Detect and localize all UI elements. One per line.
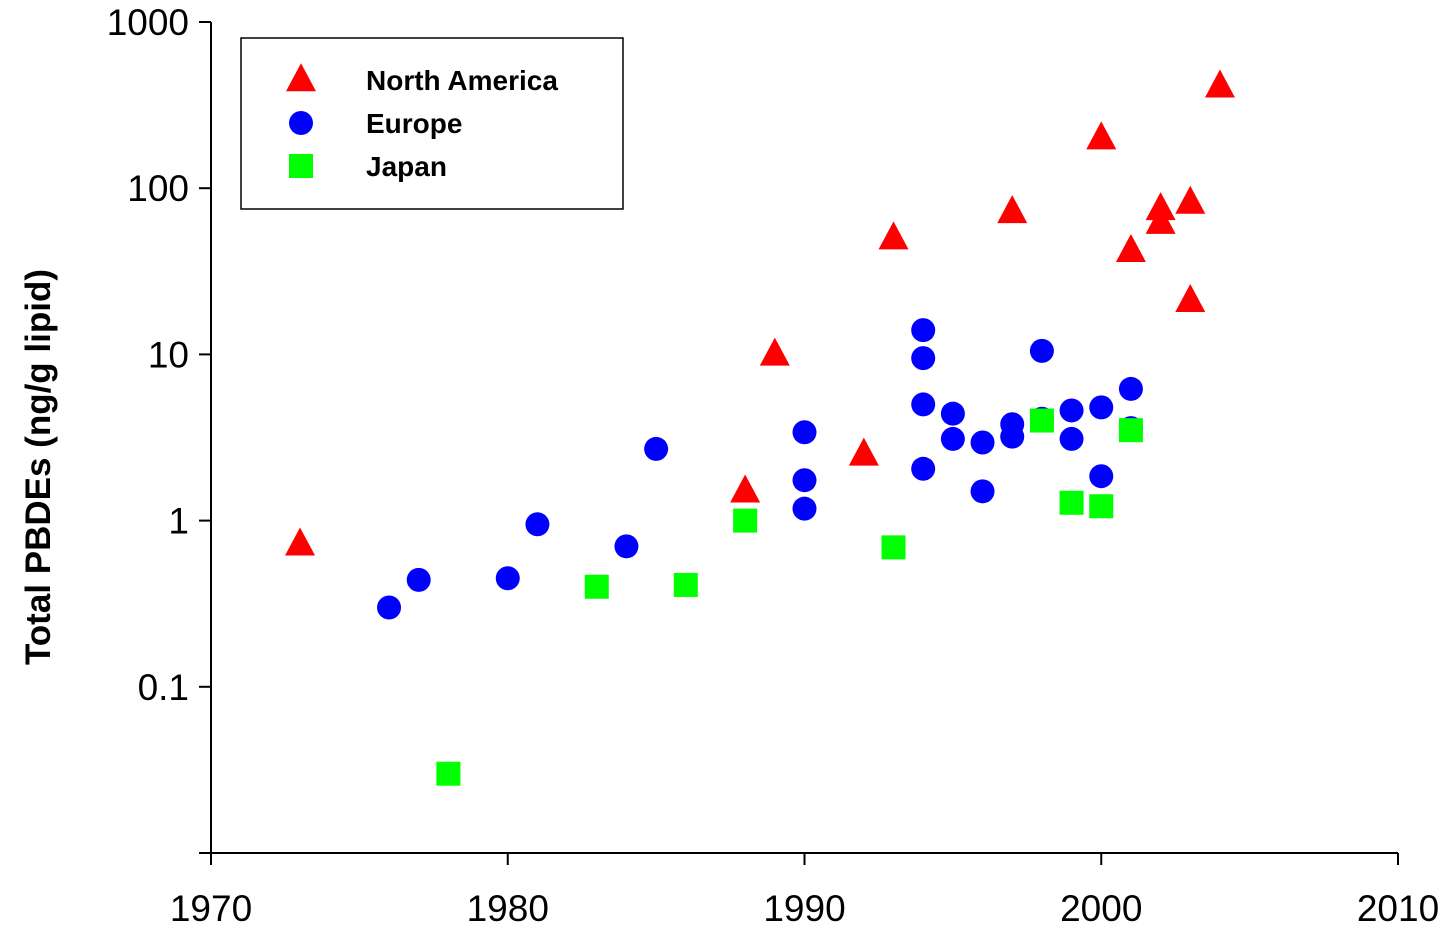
circle-point bbox=[525, 512, 550, 537]
x-tick-label: 1970 bbox=[170, 888, 252, 929]
square-point bbox=[1059, 490, 1084, 515]
circle-point bbox=[1059, 398, 1084, 423]
circle-point bbox=[495, 566, 520, 591]
triangle-point bbox=[1175, 284, 1206, 313]
legend-label: North America bbox=[366, 65, 558, 96]
legend-triangle-icon bbox=[286, 63, 316, 92]
triangle-point bbox=[1204, 69, 1235, 98]
y-tick-label: 1 bbox=[168, 501, 189, 542]
series-japan bbox=[436, 408, 1143, 786]
circle-point bbox=[911, 346, 936, 371]
circle-point bbox=[792, 496, 817, 521]
y-tick-label: 0.1 bbox=[138, 667, 189, 708]
circle-point bbox=[1089, 395, 1114, 420]
y-tick-label: 10 bbox=[148, 334, 189, 375]
legend-label: Europe bbox=[366, 108, 462, 139]
circle-point bbox=[1000, 424, 1025, 449]
circle-point bbox=[911, 318, 936, 343]
triangle-point bbox=[848, 437, 879, 466]
square-point bbox=[584, 574, 609, 599]
circle-point bbox=[1059, 426, 1084, 451]
circle-point bbox=[911, 456, 936, 481]
x-tick-label: 1980 bbox=[467, 888, 549, 929]
square-point bbox=[1089, 494, 1114, 519]
triangle-point bbox=[759, 337, 790, 366]
x-tick-label: 2010 bbox=[1357, 888, 1439, 929]
triangle-point bbox=[730, 474, 761, 503]
x-tick-label: 2000 bbox=[1060, 888, 1142, 929]
circle-point bbox=[970, 430, 995, 455]
circle-point bbox=[377, 595, 402, 620]
triangle-point bbox=[1086, 121, 1117, 150]
square-point bbox=[673, 572, 698, 597]
triangle-point bbox=[285, 527, 316, 556]
y-axis-title: Total PBDEs (ng/g lipid) bbox=[19, 269, 58, 665]
circle-point bbox=[911, 392, 936, 417]
circle-point bbox=[614, 534, 639, 559]
circle-point bbox=[1089, 464, 1114, 489]
circle-point bbox=[792, 420, 817, 445]
circle-point bbox=[406, 567, 431, 592]
circle-point bbox=[970, 479, 995, 504]
square-point bbox=[436, 761, 461, 786]
circle-point bbox=[1029, 338, 1054, 363]
square-point bbox=[1118, 418, 1143, 443]
data-points bbox=[285, 69, 1235, 786]
series-north-america bbox=[285, 69, 1235, 556]
legend-circle-icon bbox=[289, 111, 313, 135]
circle-point bbox=[644, 436, 669, 461]
square-point bbox=[881, 535, 906, 560]
square-point bbox=[733, 508, 758, 533]
circle-point bbox=[1118, 376, 1143, 401]
circle-point bbox=[792, 468, 817, 493]
triangle-point bbox=[1175, 185, 1206, 214]
triangle-point bbox=[997, 195, 1028, 224]
legend: North America Europe Japan bbox=[240, 37, 624, 210]
triangle-point bbox=[878, 221, 909, 250]
square-point bbox=[1029, 408, 1054, 433]
circle-point bbox=[940, 401, 965, 426]
series-europe bbox=[377, 318, 1143, 620]
legend-label: Japan bbox=[366, 151, 447, 182]
triangle-point bbox=[1115, 234, 1146, 263]
circle-point bbox=[940, 426, 965, 451]
y-tick-label: 100 bbox=[127, 168, 189, 209]
legend-square-icon bbox=[289, 154, 313, 178]
y-tick-label: 1000 bbox=[107, 2, 189, 43]
x-tick-label: 1990 bbox=[763, 888, 845, 929]
triangle-point bbox=[1145, 205, 1176, 234]
axes: 0.1 1 10 100 1000 1970 1980 1990 2000 2010 bbox=[107, 2, 1439, 929]
